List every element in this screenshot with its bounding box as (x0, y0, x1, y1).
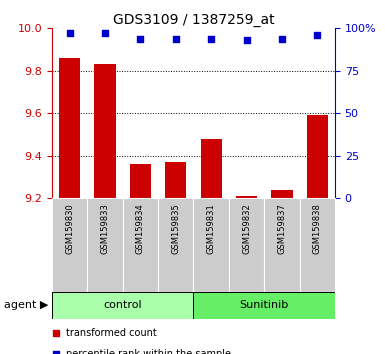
Text: agent ▶: agent ▶ (4, 300, 48, 310)
Point (102, 30, 108, 36)
Bar (201, 139, 222, 198)
Point (173, 36, 179, 41)
Bar (52, 198, 87, 292)
Bar (229, 198, 264, 292)
Text: GSM159833: GSM159833 (100, 203, 110, 254)
Text: transformed count: transformed count (66, 328, 157, 338)
Title: GDS3109 / 1387259_at: GDS3109 / 1387259_at (113, 13, 274, 27)
Point (67, 30, 73, 36)
Bar (193, 292, 335, 319)
Text: GSM159834: GSM159834 (136, 203, 145, 254)
Point (53, 351, 59, 354)
Text: GSM159830: GSM159830 (65, 203, 74, 254)
Bar (300, 198, 335, 292)
Bar (158, 198, 193, 292)
Bar (271, 190, 293, 198)
Bar (52, 292, 193, 319)
Bar (306, 115, 328, 198)
Text: GSM159835: GSM159835 (171, 203, 180, 254)
Point (279, 36, 285, 41)
Text: GSM159831: GSM159831 (207, 203, 216, 254)
Bar (130, 164, 151, 198)
Bar (264, 198, 300, 292)
Text: control: control (104, 300, 142, 310)
Text: GSM159838: GSM159838 (313, 203, 322, 254)
Point (137, 36, 144, 41)
Point (314, 32, 320, 38)
Text: GSM159832: GSM159832 (242, 203, 251, 254)
Bar (59, 58, 80, 198)
Text: Sunitinib: Sunitinib (239, 300, 289, 310)
Bar (87, 198, 123, 292)
Bar (94, 64, 116, 198)
Point (243, 38, 249, 43)
Bar (165, 162, 186, 198)
Bar (236, 196, 257, 198)
Point (208, 36, 214, 41)
Point (53, 330, 59, 336)
Bar (193, 198, 229, 292)
Bar (123, 198, 158, 292)
Text: GSM159837: GSM159837 (277, 203, 286, 254)
Text: percentile rank within the sample: percentile rank within the sample (66, 349, 231, 354)
